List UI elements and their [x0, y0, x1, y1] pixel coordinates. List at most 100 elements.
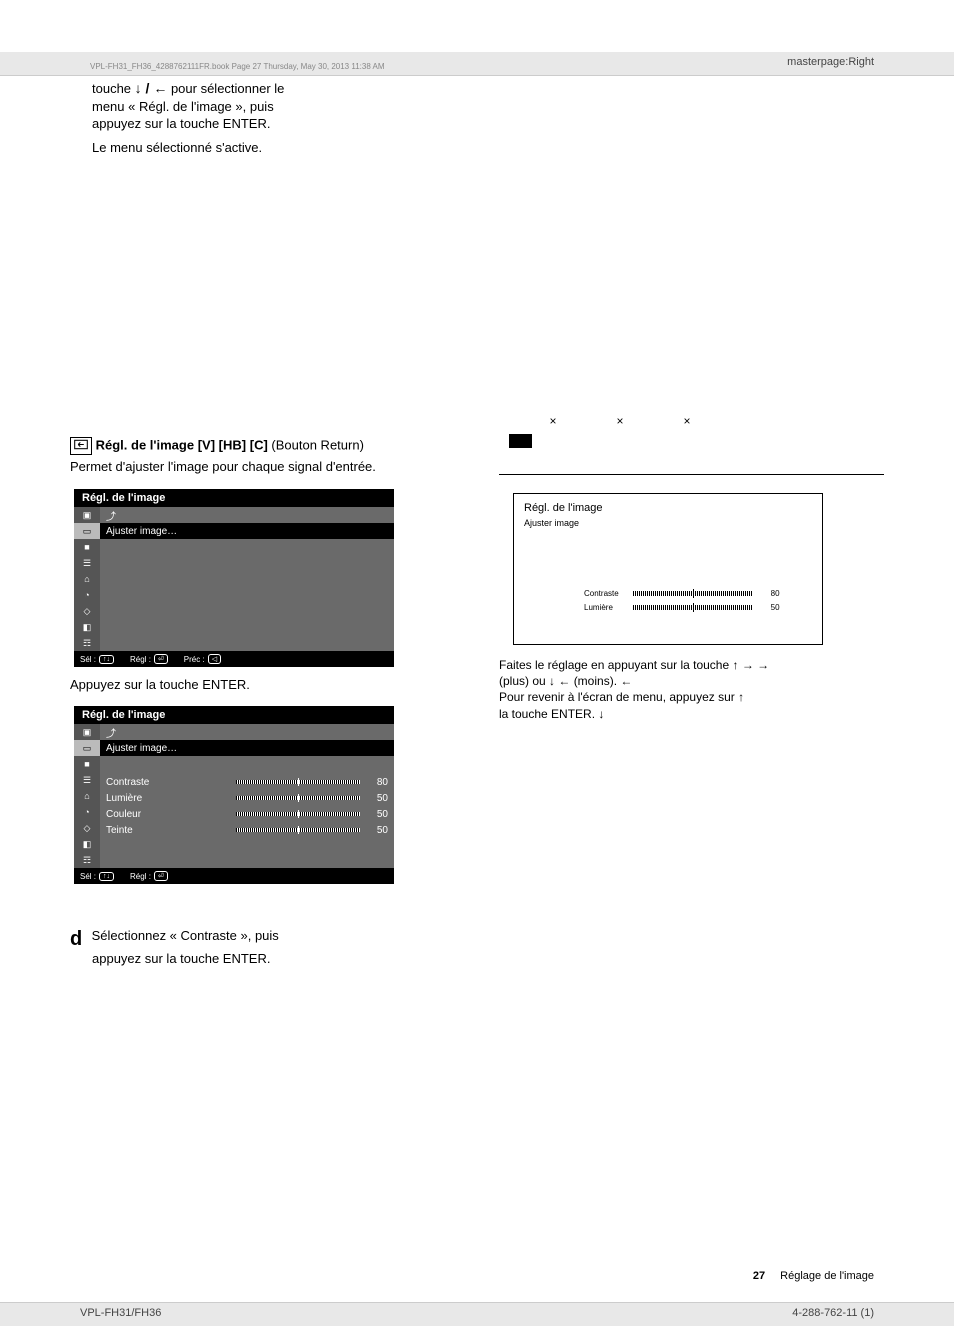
step5-text-2b: pour sélectionner le [167, 81, 284, 96]
osd-icon: ◇ [74, 603, 100, 619]
adj-sub: Ajuster image [524, 518, 812, 528]
key-back-icon: ◁ [208, 654, 221, 664]
osd2-row-3: Couleur50 [100, 806, 394, 822]
step5-note: Le menu sélectionné s'active. [92, 139, 455, 157]
slider-bar-icon [236, 812, 360, 816]
pict-adj-label-6: [C] [250, 437, 268, 452]
osd2-back-row: ⤴ [100, 724, 394, 740]
pict-adj-desc: Permet d'ajuster l'image pour chaque sig… [70, 459, 455, 476]
pict-adj-heading: Régl. de l'image [V] [HB] [C] (Bouton Re… [70, 437, 455, 476]
adj-row-0-val: 80 [760, 589, 780, 598]
osd2-foot-set: Régl : [130, 872, 151, 881]
step-6: d Sélectionnez « Contraste », puis appuy… [70, 928, 455, 966]
osd2-row-4-label: Teinte [106, 825, 236, 836]
arrows-down-left-icon: ↓ / ← [135, 80, 168, 96]
osd2-footer: Sél :↑↓ Régl :⏎ [74, 868, 394, 884]
page-ref-top: VPL-FH31_FH36_4288762111FR.book Page 27 … [90, 62, 385, 71]
page-footer: 27 Réglage de l'image [753, 1270, 874, 1282]
osd-icon: ⌂ [74, 571, 100, 587]
osd-icon: ◧ [74, 836, 100, 852]
after-screen-1: (plus) ou ↓ ← (moins). [499, 674, 617, 688]
osd-icon: ⌂ [74, 788, 100, 804]
osd2-row-4: Teinte 50 [100, 822, 394, 838]
after-screen-text: Faites le réglage en appuyant sur la tou… [499, 657, 884, 722]
key-updown-icon: ↑↓ [99, 655, 114, 664]
adjust-screen: Régl. de l'image Ajuster image Contraste… [513, 493, 823, 645]
step6-text-1: Sélectionnez « Contraste », puis [92, 928, 279, 943]
osd-icon: ◇ [74, 820, 100, 836]
key-enter-icon: ⏎ [154, 871, 168, 881]
slider-bar-icon [236, 796, 360, 800]
osd2-row-0: Ajuster image… [100, 740, 394, 756]
arrow-down-icon: ↓ [598, 707, 604, 721]
adj-row-0-label: Contraste [584, 589, 630, 598]
slider-bar-icon [236, 780, 360, 784]
osd-icon: ☰ [74, 772, 100, 788]
osd2-row-2: Lumière 50 [100, 790, 394, 806]
slider-track-icon [633, 591, 753, 596]
slider-track-icon [633, 605, 753, 610]
arrow-up-icon: ↑ [738, 690, 744, 704]
osd1-row-0: Ajuster image… [100, 523, 394, 539]
osd-screenshot-1: Régl. de l'image ▣ ▭ ■ ☰ ⌂ ◔ ◇ ◧ ☶ ⤴ Aju… [74, 489, 394, 667]
osd2-row-3-label: Couleur [106, 809, 236, 820]
footer-bar: VPL-FH31/FH36 4-288-762-11 (1) [0, 1302, 954, 1326]
osd-icon-selected: ▭ [74, 740, 100, 756]
osd2-foot-sel: Sél : [80, 872, 96, 881]
return-icon [70, 437, 92, 455]
right-column: × × × ■■ Régl. de l'image Ajuster image … [499, 52, 884, 966]
osd1-footer: Sél :↑↓ Régl :⏎ Préc :◁ [74, 651, 394, 667]
osd-icon-selected: ▭ [74, 523, 100, 539]
osd2-row-0-label: Ajuster image… [106, 743, 236, 754]
pict-adj-label-2: [V] [198, 437, 215, 452]
slider-bar-icon [236, 828, 360, 832]
osd-icon: ☶ [74, 852, 100, 868]
osd1-foot-back: Préc : [184, 655, 205, 664]
back-arrow-icon: ⤴ [106, 508, 116, 523]
osd2-row-1: Contraste 80 [100, 774, 394, 790]
back-arrow-icon: ⤴ [106, 725, 116, 740]
footer-left: VPL-FH31/FH36 [80, 1307, 161, 1319]
osd-icon: ■ [74, 539, 100, 555]
osd1-icon-strip: ▣ ▭ ■ ☰ ⌂ ◔ ◇ ◧ ☶ [74, 507, 100, 651]
input-legend: × × × ■■ [499, 410, 701, 452]
header-stamp: masterpage:Right [787, 56, 874, 68]
adj-row-1: Lumière 50 [584, 602, 812, 613]
osd2-row-1-val: 80 [366, 777, 388, 788]
arrow-left-icon: ← [620, 674, 632, 688]
caption-press-enter: Appuyez sur la touche ENTER. [70, 677, 455, 692]
osd1-title: Régl. de l'image [74, 489, 394, 507]
osd1-foot-set: Régl : [130, 655, 151, 664]
step5-text-2a: touche [92, 81, 135, 96]
pict-adj-tail: (Bouton Return) [271, 437, 364, 452]
osd2-title: Régl. de l'image [74, 706, 394, 724]
footer-right: 4-288-762-11 (1) [792, 1307, 874, 1319]
step5-text-4: appuyez sur la touche ENTER. [92, 116, 270, 131]
osd1-row-0-label: Ajuster image… [106, 526, 236, 537]
step-6-number: d [70, 928, 88, 951]
after-screen-3: la touche ENTER. [499, 707, 595, 721]
osd-screenshot-2: Régl. de l'image ▣ ▭ ■ ☰ ⌂ ◔ ◇ ◧ ☶ ⤴ Aju… [74, 706, 394, 884]
osd1-foot-sel: Sél : [80, 655, 96, 664]
osd1-back-row: ⤴ [100, 507, 394, 523]
osd2-row-2-val: 50 [366, 793, 388, 804]
osd2-row-1-label: Contraste [106, 777, 236, 788]
osd-icon: ▣ [74, 724, 100, 740]
osd2-row-4-val: 50 [366, 825, 388, 836]
osd2-icon-strip: ▣ ▭ ■ ☰ ⌂ ◔ ◇ ◧ ☶ [74, 724, 100, 868]
section-title: Réglage de l'image [780, 1270, 874, 1282]
after-screen-0: Faites le réglage en appuyant sur la tou… [499, 658, 754, 672]
arrow-right-icon: → [757, 658, 769, 672]
pict-adj-label-4: [HB] [219, 437, 246, 452]
osd-icon: ▣ [74, 507, 100, 523]
osd-icon: ◔ [74, 587, 100, 603]
osd-icon: ☰ [74, 555, 100, 571]
adj-title: Régl. de l'image [524, 502, 812, 514]
page-number: 27 [753, 1270, 765, 1282]
osd-icon: ◔ [74, 804, 100, 820]
key-updown-icon: ↑↓ [99, 872, 114, 881]
key-enter-icon: ⏎ [154, 654, 168, 664]
osd-icon: ☶ [74, 635, 100, 651]
osd2-row-2-label: Lumière [106, 793, 236, 804]
black-box-icon: ■■ [509, 434, 532, 448]
